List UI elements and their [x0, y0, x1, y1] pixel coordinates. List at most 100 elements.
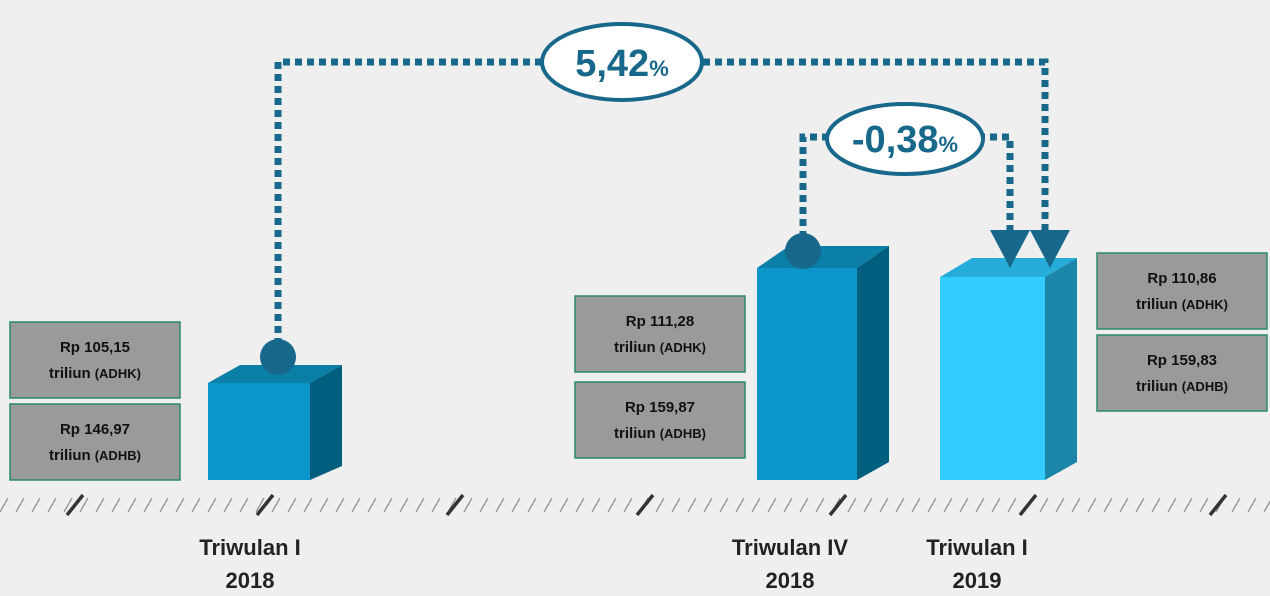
- marker: [785, 233, 821, 269]
- hatch: [159, 497, 169, 513]
- bar-2018-q1: [208, 365, 342, 480]
- hatch: [927, 497, 937, 513]
- period-year: 2018: [766, 568, 815, 593]
- hatch: [31, 497, 41, 513]
- hatch: [1135, 497, 1145, 513]
- tag: (ADHK): [660, 340, 706, 355]
- hatch: [127, 497, 137, 513]
- hatch: [287, 497, 297, 513]
- hatch: [671, 497, 681, 513]
- hatch: [351, 497, 361, 513]
- amount: Rp 159,83: [1147, 352, 1217, 369]
- hatch-major: [445, 493, 465, 517]
- arrow-head: [1030, 230, 1070, 268]
- hatch: [47, 497, 57, 513]
- part: -0,38: [852, 119, 939, 161]
- hatch: [95, 497, 105, 513]
- growth-qoq: -0,38%: [852, 119, 958, 161]
- unit: triliun: [49, 365, 91, 382]
- hatch: [415, 497, 425, 513]
- hatch-major: [255, 493, 275, 517]
- hatch: [799, 497, 809, 513]
- hatch: [223, 497, 233, 513]
- hatch-major: [1018, 493, 1038, 517]
- hatch: [543, 497, 553, 513]
- value-box: Rp 110,86 triliun (ADHK): [1096, 252, 1268, 330]
- value-box: Rp 111,28 triliun (ADHK): [574, 295, 746, 373]
- hatch: [383, 497, 393, 513]
- hatch: [79, 497, 89, 513]
- part: [1045, 258, 1077, 480]
- unit: triliun: [1136, 378, 1178, 395]
- box-bg: [1096, 252, 1268, 330]
- hatch: [255, 497, 265, 513]
- tag: (ADHK): [95, 366, 141, 381]
- hatch: [1199, 497, 1209, 513]
- hatch: [1039, 497, 1049, 513]
- unit: triliun: [1136, 296, 1178, 313]
- hatch: [495, 497, 505, 513]
- hatch: [863, 497, 873, 513]
- box-bg: [1096, 334, 1268, 412]
- hatch: [431, 497, 441, 513]
- hatch: [63, 497, 73, 513]
- hatch: [655, 497, 665, 513]
- hatch: [367, 497, 377, 513]
- unit-line: triliun (ADHB): [49, 447, 141, 464]
- period-label: Triwulan I: [199, 535, 300, 560]
- hatch: [1087, 497, 1097, 513]
- part: [940, 258, 1077, 277]
- box-bg: [9, 321, 181, 399]
- hatch: [1071, 497, 1081, 513]
- hatch: [303, 497, 313, 513]
- hatch: [719, 497, 729, 513]
- unit-line: triliun (ADHK): [1136, 296, 1228, 313]
- hatch: [175, 497, 185, 513]
- hatch: [207, 497, 217, 513]
- part: [757, 268, 857, 480]
- hatch: [559, 497, 569, 513]
- value-box: Rp 159,83 triliun (ADHB): [1096, 334, 1268, 412]
- unit-line: triliun (ADHB): [614, 425, 706, 442]
- hatch: [0, 497, 9, 513]
- tag: (ADHB): [660, 426, 706, 441]
- hatch: [975, 497, 985, 513]
- hatch: [767, 497, 777, 513]
- hatch: [991, 497, 1001, 513]
- growth-yoy: 5,42%: [575, 43, 669, 85]
- hatch: [607, 497, 617, 513]
- hatch: [703, 497, 713, 513]
- period-label: Triwulan I: [926, 535, 1027, 560]
- period-year: 2019: [953, 568, 1002, 593]
- arrow-head: [990, 230, 1030, 268]
- unit-line: triliun (ADHB): [1136, 378, 1228, 395]
- hatch: [1247, 497, 1257, 513]
- unit-line: triliun (ADHK): [49, 365, 141, 382]
- badge: [540, 22, 704, 102]
- bar-2019-q1: [940, 258, 1077, 480]
- hatch: [319, 497, 329, 513]
- box-bg: [574, 295, 746, 373]
- part: [310, 365, 342, 480]
- hatch: [1007, 497, 1017, 513]
- part: [208, 383, 310, 480]
- hatch: [591, 497, 601, 513]
- tag: (ADHK): [1182, 297, 1228, 312]
- part: %: [939, 132, 959, 157]
- hatch: [623, 497, 633, 513]
- amount: Rp 110,86: [1147, 270, 1216, 287]
- part: Rp 105,15 triliun (ADHK) Rp 146,97 triliun (A…: [9, 252, 1268, 481]
- part: [857, 246, 889, 480]
- hatch: [735, 497, 745, 513]
- hatch: [815, 497, 825, 513]
- hatch: [943, 497, 953, 513]
- hatch: [191, 497, 201, 513]
- hatch: [959, 497, 969, 513]
- hatch: [879, 497, 889, 513]
- unit-line: triliun (ADHK): [614, 339, 706, 356]
- value-box: Rp 159,87 triliun (ADHB): [574, 381, 746, 459]
- hatch: [687, 497, 697, 513]
- hatch: [463, 497, 473, 513]
- hatch: [911, 497, 921, 513]
- hatch: [1055, 497, 1065, 513]
